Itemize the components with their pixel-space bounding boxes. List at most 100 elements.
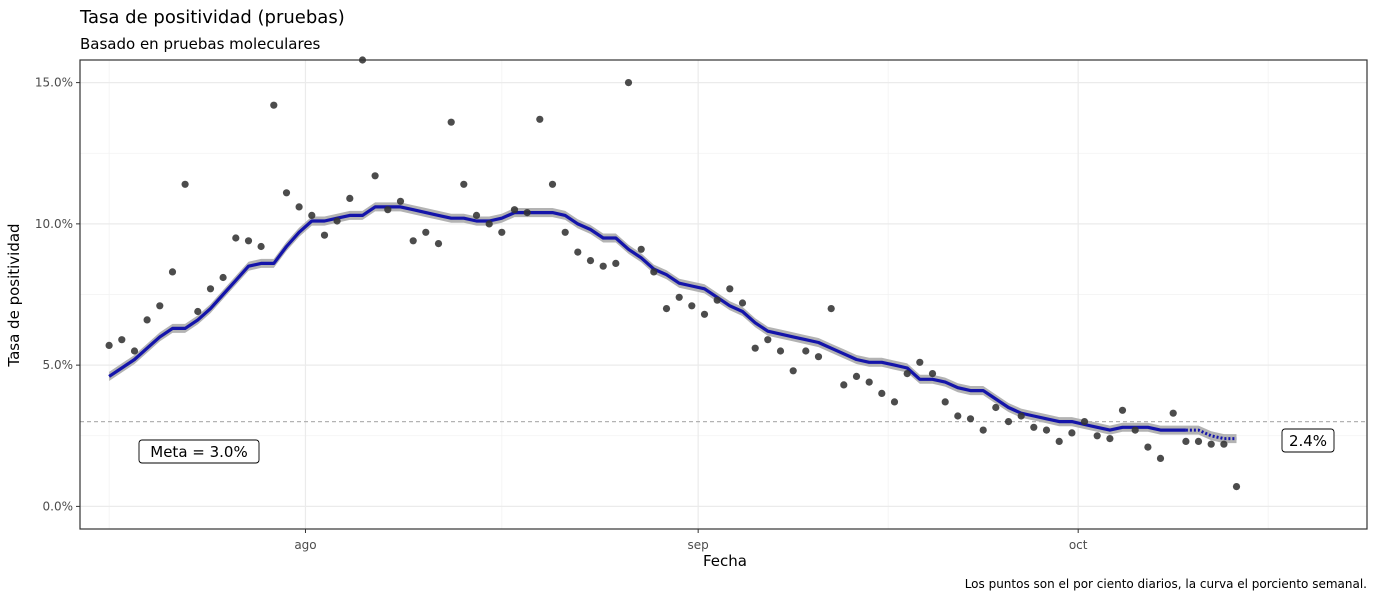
daily-point (523, 209, 531, 217)
daily-point (599, 262, 607, 270)
y-tick-label: 10.0% (35, 217, 73, 231)
daily-point (447, 118, 455, 126)
daily-point (941, 398, 949, 406)
daily-point (789, 367, 797, 375)
daily-point (675, 293, 683, 301)
daily-point (206, 285, 215, 293)
daily-point (840, 381, 848, 389)
x-axis: ago sep oct (294, 529, 1088, 552)
daily-point (1156, 454, 1165, 462)
daily-point (1144, 443, 1152, 451)
weekly-curve (108, 205, 1186, 432)
daily-point (1220, 440, 1228, 448)
daily-point (105, 341, 113, 349)
y-axis: 0.0% 5.0% 10.0% 15.0% (35, 76, 80, 513)
daily-point (637, 245, 645, 253)
daily-point (890, 398, 899, 406)
daily-point (1182, 437, 1190, 445)
daily-point (143, 316, 151, 324)
end-value-label: 2.4% (1281, 428, 1335, 453)
daily-point (1017, 412, 1025, 420)
x-axis-title: Fecha (703, 552, 747, 570)
minor-gridlines (80, 60, 1367, 529)
daily-point (700, 310, 709, 318)
daily-point (726, 285, 734, 293)
daily-point (1093, 432, 1101, 440)
x-tick-label: oct (1069, 538, 1088, 552)
daily-point (510, 206, 519, 214)
daily-point (295, 203, 303, 211)
daily-point (688, 302, 696, 310)
daily-point (270, 101, 278, 109)
daily-point (979, 426, 987, 434)
daily-point (1030, 423, 1038, 431)
daily-point (219, 273, 227, 282)
daily-point (498, 228, 506, 236)
daily-point (244, 237, 253, 245)
daily-point (827, 305, 835, 313)
daily-point (814, 353, 823, 361)
daily-point (333, 217, 341, 225)
daily-point (1004, 418, 1013, 426)
daily-point (561, 228, 569, 236)
y-tick-label: 5.0% (43, 358, 74, 372)
daily-point (738, 299, 747, 307)
daily-point (1118, 406, 1127, 414)
daily-point (776, 347, 785, 355)
daily-point (764, 336, 772, 344)
chart-title: Tasa de positividad (pruebas) (79, 7, 345, 28)
daily-point (384, 206, 392, 214)
daily-point (371, 172, 379, 180)
daily-point (1232, 483, 1241, 491)
daily-point (130, 347, 139, 355)
daily-point (181, 180, 189, 188)
daily-point (1055, 437, 1063, 445)
goal-label: Meta = 3.0% (138, 439, 260, 464)
daily-point (232, 234, 240, 242)
daily-point (751, 344, 759, 352)
end-label-text: 2.4% (1289, 432, 1327, 450)
daily-point (928, 370, 937, 378)
chart-subtitle: Basado en pruebas moleculares (80, 35, 321, 53)
daily-point (713, 296, 721, 304)
daily-point (865, 378, 873, 386)
daily-point (485, 220, 493, 228)
daily-point (548, 180, 557, 188)
daily-points (105, 56, 1241, 491)
daily-point (460, 180, 468, 188)
weekly-curve-provisional (1185, 428, 1237, 441)
daily-point (346, 194, 354, 202)
daily-point (194, 307, 202, 316)
end-label-box (1281, 428, 1335, 453)
daily-point (1106, 435, 1114, 443)
daily-point (409, 237, 417, 245)
daily-point (802, 347, 810, 355)
daily-point (574, 248, 582, 256)
confidence-band (109, 202, 1237, 444)
daily-point (954, 412, 962, 420)
goal-label-box (138, 439, 260, 464)
major-gridlines (80, 60, 1367, 529)
x-tick-label: ago (294, 538, 316, 552)
daily-point (966, 415, 975, 423)
daily-point (1169, 409, 1177, 417)
daily-point (586, 257, 595, 265)
daily-point (612, 259, 620, 267)
daily-point (1131, 426, 1139, 434)
daily-point (1080, 418, 1089, 426)
daily-point (992, 403, 1000, 412)
daily-point (878, 389, 886, 397)
daily-point (1194, 437, 1203, 445)
daily-point (257, 242, 265, 251)
daily-point (168, 268, 177, 276)
daily-point (624, 79, 633, 87)
daily-point (1068, 429, 1076, 437)
chart-caption: Los puntos son el por ciento diarios, la… (965, 577, 1367, 591)
daily-point (282, 189, 291, 197)
daily-point (916, 358, 924, 366)
daily-point (320, 231, 329, 239)
daily-point (662, 305, 671, 313)
daily-point (1207, 440, 1215, 448)
daily-point (308, 211, 316, 219)
